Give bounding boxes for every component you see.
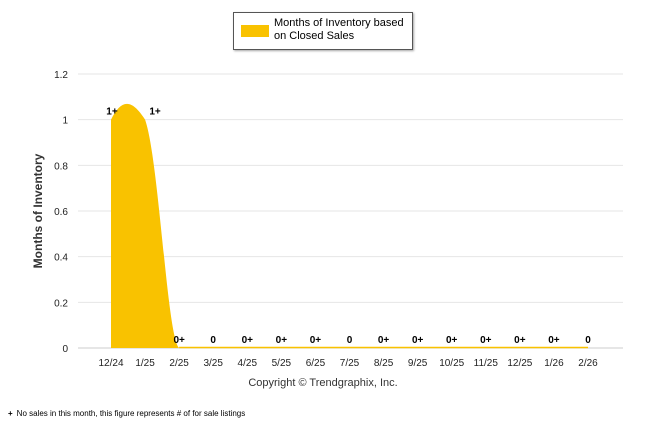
footnote-mark: + xyxy=(8,409,13,418)
legend-swatch xyxy=(241,25,269,37)
y-tick-label: 0 xyxy=(62,344,68,355)
y-tick-label: 1.2 xyxy=(54,70,68,81)
x-tick-label: 9/25 xyxy=(408,358,428,369)
data-label: 1+ xyxy=(149,107,161,118)
data-label: 0+ xyxy=(378,335,390,346)
x-tick-label: 1/25 xyxy=(135,358,155,369)
footnote-text: No sales in this month, this figure repr… xyxy=(16,409,246,418)
y-tick-label: 0.4 xyxy=(54,253,68,264)
x-tick-label: 5/25 xyxy=(272,358,292,369)
data-label: 0 xyxy=(210,335,216,346)
x-tick-label: 6/25 xyxy=(306,358,326,369)
copyright-text: Copyright © Trendgraphix, Inc. xyxy=(248,377,398,389)
x-tick-label: 12/25 xyxy=(507,358,532,369)
x-tick-label: 3/25 xyxy=(203,358,223,369)
x-tick-label: 2/26 xyxy=(578,358,598,369)
x-tick-label: 2/25 xyxy=(169,358,189,369)
footnote: + No sales in this month, this figure rep… xyxy=(8,409,245,418)
y-axis-title: Months of Inventory xyxy=(31,153,45,268)
data-label: 0+ xyxy=(242,335,254,346)
data-label: 0 xyxy=(347,335,353,346)
data-label: 0+ xyxy=(446,335,458,346)
y-tick-label: 0.6 xyxy=(54,207,68,218)
x-tick-label: 10/25 xyxy=(439,358,464,369)
data-label: 0 xyxy=(585,335,591,346)
data-label: 0+ xyxy=(173,335,185,346)
y-tick-label: 1 xyxy=(62,116,68,127)
area-series xyxy=(111,103,588,348)
data-label: 1+ xyxy=(106,107,118,118)
data-label: 0+ xyxy=(480,335,492,346)
x-tick-label: 8/25 xyxy=(374,358,394,369)
x-tick-label: 11/25 xyxy=(474,358,499,369)
x-tick-label: 12/24 xyxy=(98,358,123,369)
x-tick-label: 4/25 xyxy=(238,358,258,369)
data-label: 0+ xyxy=(548,335,560,346)
legend-label: Months of Inventory based on Closed Sale… xyxy=(274,17,404,42)
y-tick-label: 0.2 xyxy=(54,298,68,309)
legend: Months of Inventory based on Closed Sale… xyxy=(233,12,413,50)
x-tick-label: 1/26 xyxy=(544,358,564,369)
data-label: 0+ xyxy=(412,335,424,346)
y-tick-label: 0.8 xyxy=(54,161,68,172)
data-label: 0+ xyxy=(310,335,322,346)
data-label: 0+ xyxy=(276,335,288,346)
data-label: 0+ xyxy=(514,335,526,346)
x-tick-label: 7/25 xyxy=(340,358,360,369)
